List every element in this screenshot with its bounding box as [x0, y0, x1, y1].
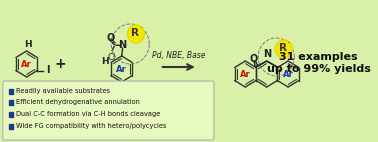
Circle shape — [127, 25, 144, 43]
Text: Pd, NBE, Base: Pd, NBE, Base — [152, 51, 206, 60]
Text: R: R — [279, 43, 287, 53]
Text: N: N — [263, 49, 272, 59]
Text: Efficient dehydrogenative annulation: Efficient dehydrogenative annulation — [16, 99, 140, 105]
Text: Ar: Ar — [240, 69, 251, 79]
Text: O: O — [249, 54, 257, 63]
Bar — [9, 111, 13, 116]
Text: ·: · — [139, 23, 143, 33]
Bar — [9, 100, 13, 105]
Text: 31 examples: 31 examples — [279, 52, 358, 62]
Text: O: O — [106, 33, 115, 43]
Text: I: I — [46, 64, 50, 75]
Text: Wide FG compatibility with hetero/polycycles: Wide FG compatibility with hetero/polycy… — [16, 123, 167, 129]
FancyBboxPatch shape — [0, 0, 361, 142]
Text: N: N — [119, 40, 127, 50]
Text: Readily available substrates: Readily available substrates — [16, 88, 110, 94]
Text: Dual C-C formation via C-H bonds cleavage: Dual C-C formation via C-H bonds cleavag… — [16, 111, 161, 117]
Bar — [9, 124, 13, 129]
Text: up to 99% yields: up to 99% yields — [266, 64, 370, 74]
Bar — [9, 88, 13, 93]
Text: R: R — [131, 28, 139, 38]
Circle shape — [275, 40, 292, 58]
Text: ·: · — [287, 38, 291, 48]
Text: H: H — [24, 40, 31, 49]
Text: Cl: Cl — [107, 53, 115, 61]
Text: H: H — [101, 57, 109, 66]
FancyBboxPatch shape — [3, 81, 214, 140]
Text: Ar: Ar — [283, 69, 293, 79]
Text: +: + — [54, 57, 66, 71]
Text: Ar: Ar — [21, 59, 32, 68]
Text: Ar: Ar — [116, 64, 127, 74]
